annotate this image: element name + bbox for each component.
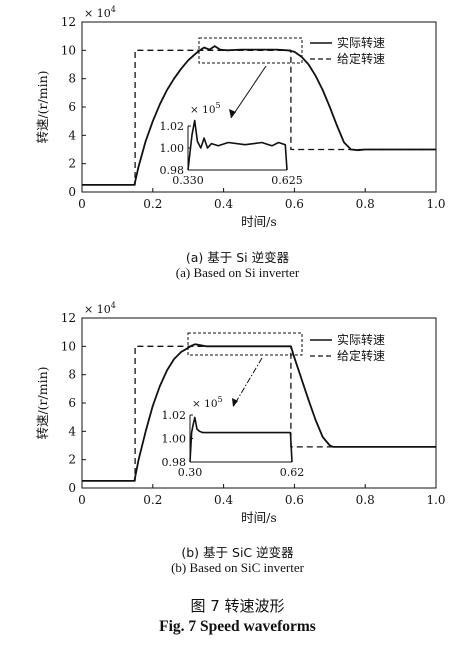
panel-a-x-tick-label: 0.2 — [143, 197, 162, 211]
panel-b-series-reference-speed — [82, 345, 436, 482]
panel-a-inset-y-tick-label: 0.98 — [160, 164, 185, 177]
panel-a-inset-y-tick-label: 1.00 — [160, 142, 185, 155]
panel-b-legend: 实际转速 给定转速 — [310, 332, 385, 363]
panel-b-y-tick-label: 0 — [68, 481, 76, 495]
panel-a-x-tick-label: 0 — [78, 197, 86, 211]
panel-b-y-tick-label: 6 — [68, 396, 76, 410]
panel-a-y-tick-label: 6 — [68, 100, 76, 114]
panel-b-series-layer — [82, 343, 436, 482]
panel-a-y-tick-label: 10 — [61, 43, 76, 57]
panel-a-y-tick-label: 2 — [68, 157, 76, 171]
panel-b-inset: × 105 1.02 1.00 0.980.30 0.62 — [162, 395, 305, 479]
panel-a-caption-en: (a) Based on Si inverter — [175, 265, 300, 280]
panel-b-y-axis-label: 转速/(r/min) — [35, 366, 50, 439]
panel-b-zoom-arrow — [232, 357, 263, 408]
panel-a-inset-layer — [187, 119, 288, 171]
panel-b-series-actual-speed — [82, 343, 436, 482]
panel-a-inset-ticks: 1.02 1.00 0.980.330 0.625 — [160, 120, 303, 187]
panel-a-inset-multiplier: × 105 — [190, 101, 221, 116]
panel-a-inset-x-tick-label: 0.625 — [271, 174, 303, 187]
panel-a-legend-reference-speed: 给定转速 — [337, 51, 385, 66]
panel-a-inset-series-actual-speed — [187, 119, 288, 171]
panel-b-y-tick-label: 4 — [68, 424, 76, 438]
figure-title-en: Fig. 7 Speed waveforms — [159, 618, 316, 635]
figure-title-cn: 图 7 转速波形 — [190, 597, 285, 615]
panel-a-x-tick-label: 0.8 — [356, 197, 375, 211]
panel-a-zoom-region — [198, 37, 303, 64]
panel-b-x-tick-label: 0 — [78, 493, 86, 507]
panel-b-x-tick-label: 1.0 — [426, 493, 445, 507]
panel-a-y-tick-label: 0 — [68, 185, 76, 199]
panel-b-legend-reference-speed: 给定转速 — [337, 348, 385, 363]
panel-b-sic-inverter: × 104 转速/(r/min) 时间/s 0 0.2 0.4 0.6 0.8 1.002… — [35, 301, 446, 525]
panel-a-series-actual-speed — [82, 45, 436, 186]
panel-a-y-axis-label: 转速/(r/min) — [35, 70, 50, 143]
panel-a-inset-y-tick-label: 1.02 — [160, 120, 185, 133]
panel-b-inset-y-tick-label: 1.00 — [162, 433, 187, 446]
panel-b-inset-y-tick-label: 1.02 — [162, 409, 187, 422]
panel-b-zoom-arrow-head — [232, 398, 238, 407]
panel-b-y-tick-label: 2 — [68, 453, 76, 467]
panel-a-x-tick-label: 0.4 — [214, 197, 233, 211]
panel-b-inset-y-tick-label: 0.98 — [162, 456, 187, 469]
panel-a-x-tick-label: 1.0 — [426, 197, 445, 211]
panel-b-inset-series-actual-speed — [189, 416, 293, 463]
panel-a-y-tick-label: 8 — [68, 72, 76, 86]
panel-a-inset: × 105 1.02 1.00 0.980.330 0.625 — [160, 101, 303, 187]
panel-b-y-tick-label: 12 — [61, 311, 76, 325]
panel-b-zoom-region — [187, 332, 303, 356]
panel-a-caption-cn: (a) 基于 Si 逆变器 — [185, 250, 290, 265]
panel-a-legend-actual-speed: 实际转速 — [337, 35, 385, 50]
panel-b-inset-layer — [189, 416, 293, 463]
panel-a-si-inverter: × 104 转速/(r/min) 时间/s 0 0.2 0.4 0.6 0.8 1.002… — [35, 5, 446, 229]
panel-b-legend-actual-speed: 实际转速 — [337, 332, 385, 347]
panel-a-x-tick-label: 0.6 — [285, 197, 304, 211]
panel-a-series-layer — [82, 45, 436, 186]
panel-a-legend: 实际转速 给定转速 — [310, 35, 385, 66]
panel-a-y-tick-label: 4 — [68, 128, 76, 142]
panel-b-caption-cn: (b) 基于 SiC 逆变器 — [181, 545, 294, 560]
panel-b-inset-x-tick-label: 0.62 — [280, 466, 305, 479]
panel-b-inset-x-tick-label: 0.30 — [178, 466, 203, 479]
panel-b-x-tick-label: 0.8 — [356, 493, 375, 507]
panel-b-x-tick-label: 0.6 — [285, 493, 304, 507]
panel-b-x-tick-label: 0.2 — [143, 493, 162, 507]
panel-b-x-tick-label: 0.4 — [214, 493, 233, 507]
panel-a-y-tick-label: 12 — [61, 15, 76, 29]
panel-b-x-axis-label: 时间/s — [241, 510, 277, 525]
panel-b-y-tick-label: 8 — [68, 368, 76, 382]
panel-a-series-reference-speed — [82, 49, 436, 186]
panel-b-y-multiplier: × 104 — [84, 301, 116, 316]
panel-b-caption-en: (b) Based on SiC inverter — [171, 560, 304, 575]
panel-b-inset-multiplier: × 105 — [192, 395, 223, 410]
panel-a-y-multiplier: × 104 — [84, 5, 116, 20]
panel-b-y-tick-label: 10 — [61, 339, 76, 353]
panel-b-inset-ticks: 1.02 1.00 0.980.30 0.62 — [162, 409, 305, 479]
panel-a-x-axis-label: 时间/s — [241, 214, 277, 229]
panel-a-inset-x-tick-label: 0.330 — [172, 174, 204, 187]
panel-a-zoom-arrow — [230, 65, 267, 119]
panel-a-zoom-arrow-head — [229, 109, 236, 118]
